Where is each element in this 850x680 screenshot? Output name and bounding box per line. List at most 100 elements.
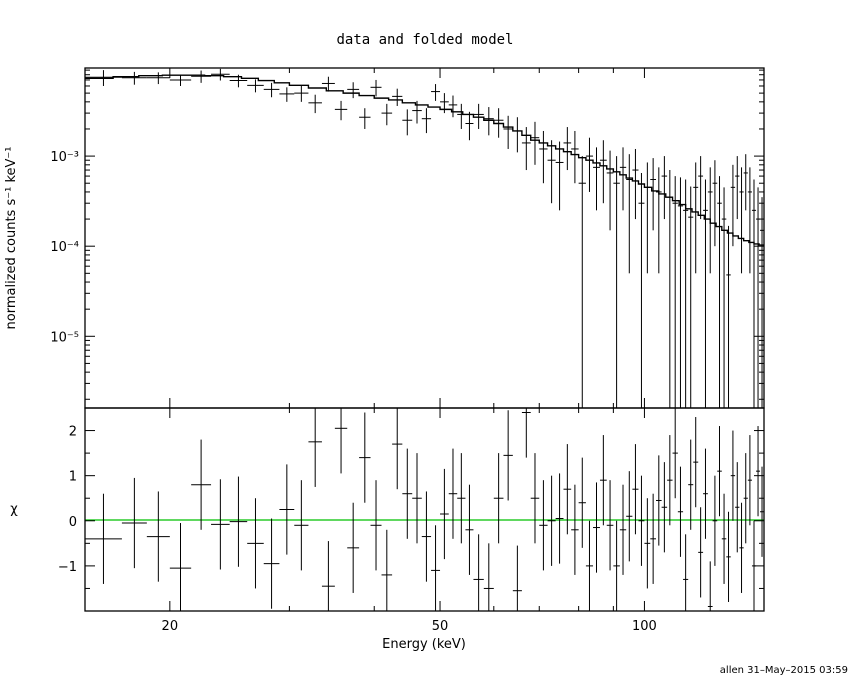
residual-point	[503, 410, 513, 501]
residual-point	[169, 523, 192, 611]
residual-point	[146, 491, 170, 582]
data-point	[121, 71, 147, 85]
residual-point	[247, 498, 264, 589]
residual-point	[402, 448, 413, 539]
data-point	[503, 115, 513, 149]
residual-point	[191, 439, 212, 530]
data-point	[688, 186, 694, 408]
residual-point	[512, 545, 522, 611]
data-point	[402, 109, 413, 136]
data-point	[760, 197, 764, 408]
residual-point	[632, 444, 639, 535]
residual-point	[539, 480, 548, 571]
y-tick-label: 10⁻⁴	[50, 240, 79, 255]
data-point	[655, 167, 662, 274]
data-point	[661, 156, 668, 220]
data-point	[370, 79, 382, 97]
data-point	[530, 121, 540, 165]
residual-point	[626, 471, 633, 562]
residual-point	[756, 426, 761, 517]
residual-point	[698, 507, 704, 598]
residual-point	[229, 476, 248, 567]
residual-point	[599, 435, 607, 526]
data-point	[703, 179, 708, 408]
data-point	[632, 148, 639, 220]
residual-point	[448, 448, 458, 539]
data-point	[512, 117, 522, 153]
data-point	[721, 187, 727, 408]
data-point	[726, 225, 731, 408]
chart-title: data and folded model	[336, 32, 513, 48]
data-point	[392, 88, 403, 106]
residual-point	[521, 408, 531, 458]
residual-point	[747, 435, 752, 526]
spectrum-data-points	[85, 68, 764, 408]
x-tick-label: 20	[162, 619, 179, 634]
data-point	[381, 103, 393, 126]
data-point	[672, 176, 678, 408]
data-point	[693, 162, 699, 274]
data-point	[743, 154, 748, 211]
residual-point	[381, 529, 393, 611]
residual-point	[650, 493, 656, 584]
data-point	[359, 108, 371, 129]
data-point	[626, 154, 633, 274]
data-point	[606, 150, 614, 231]
y-tick-label: 1	[69, 470, 77, 485]
residual-point	[726, 511, 731, 602]
residual-point	[121, 477, 147, 569]
residual-point	[743, 453, 748, 544]
residual-point	[760, 466, 764, 557]
data-point	[321, 76, 335, 92]
x-tick-label: 50	[432, 619, 449, 634]
data-point	[644, 162, 651, 274]
x-axis-label: Energy (keV)	[382, 637, 466, 652]
y-tick-label: 10⁻³	[50, 150, 79, 165]
residual-point	[547, 475, 556, 566]
residual-y-axis-label: χ	[10, 502, 18, 517]
residual-point	[638, 475, 645, 566]
residual-point	[473, 534, 484, 611]
residual-point	[493, 453, 504, 544]
residual-point	[465, 484, 474, 575]
data-point	[599, 140, 607, 204]
residual-axis-ticks	[85, 407, 764, 612]
residual-point	[693, 417, 699, 508]
residual-point	[585, 520, 594, 611]
data-point	[308, 94, 322, 114]
data-point	[457, 103, 466, 129]
data-point	[347, 82, 360, 99]
data-point	[421, 108, 432, 134]
energy-x-tick-labels: 20 50 100	[162, 619, 657, 634]
residual-point	[712, 475, 718, 566]
data-point	[698, 156, 704, 220]
residual-point	[571, 484, 579, 575]
data-point	[521, 127, 531, 171]
spectrum-y-tick-labels: 10⁻³ 10⁻⁴ 10⁻⁵	[50, 150, 79, 345]
residual-point	[421, 491, 432, 582]
data-point	[294, 85, 309, 102]
data-point	[483, 107, 494, 136]
data-point	[677, 177, 684, 408]
x-tick-label: 100	[632, 619, 657, 634]
data-point	[146, 72, 170, 85]
residual-point	[359, 412, 371, 503]
data-point	[440, 93, 449, 114]
residual-point	[730, 430, 736, 521]
data-point	[539, 130, 548, 184]
residual-point	[370, 480, 382, 571]
spectrum-axis-ticks	[85, 68, 764, 408]
residual-point	[677, 466, 684, 557]
data-point	[735, 156, 740, 220]
residual-plot-frame	[84, 407, 765, 612]
y-tick-label: 0	[69, 515, 77, 530]
data-point	[247, 79, 264, 93]
residual-point	[593, 482, 600, 573]
residual-point	[530, 453, 540, 544]
data-point	[619, 147, 627, 211]
residual-point	[294, 480, 309, 571]
data-point	[712, 160, 718, 247]
residual-point	[644, 498, 651, 589]
residual-point	[279, 464, 295, 555]
